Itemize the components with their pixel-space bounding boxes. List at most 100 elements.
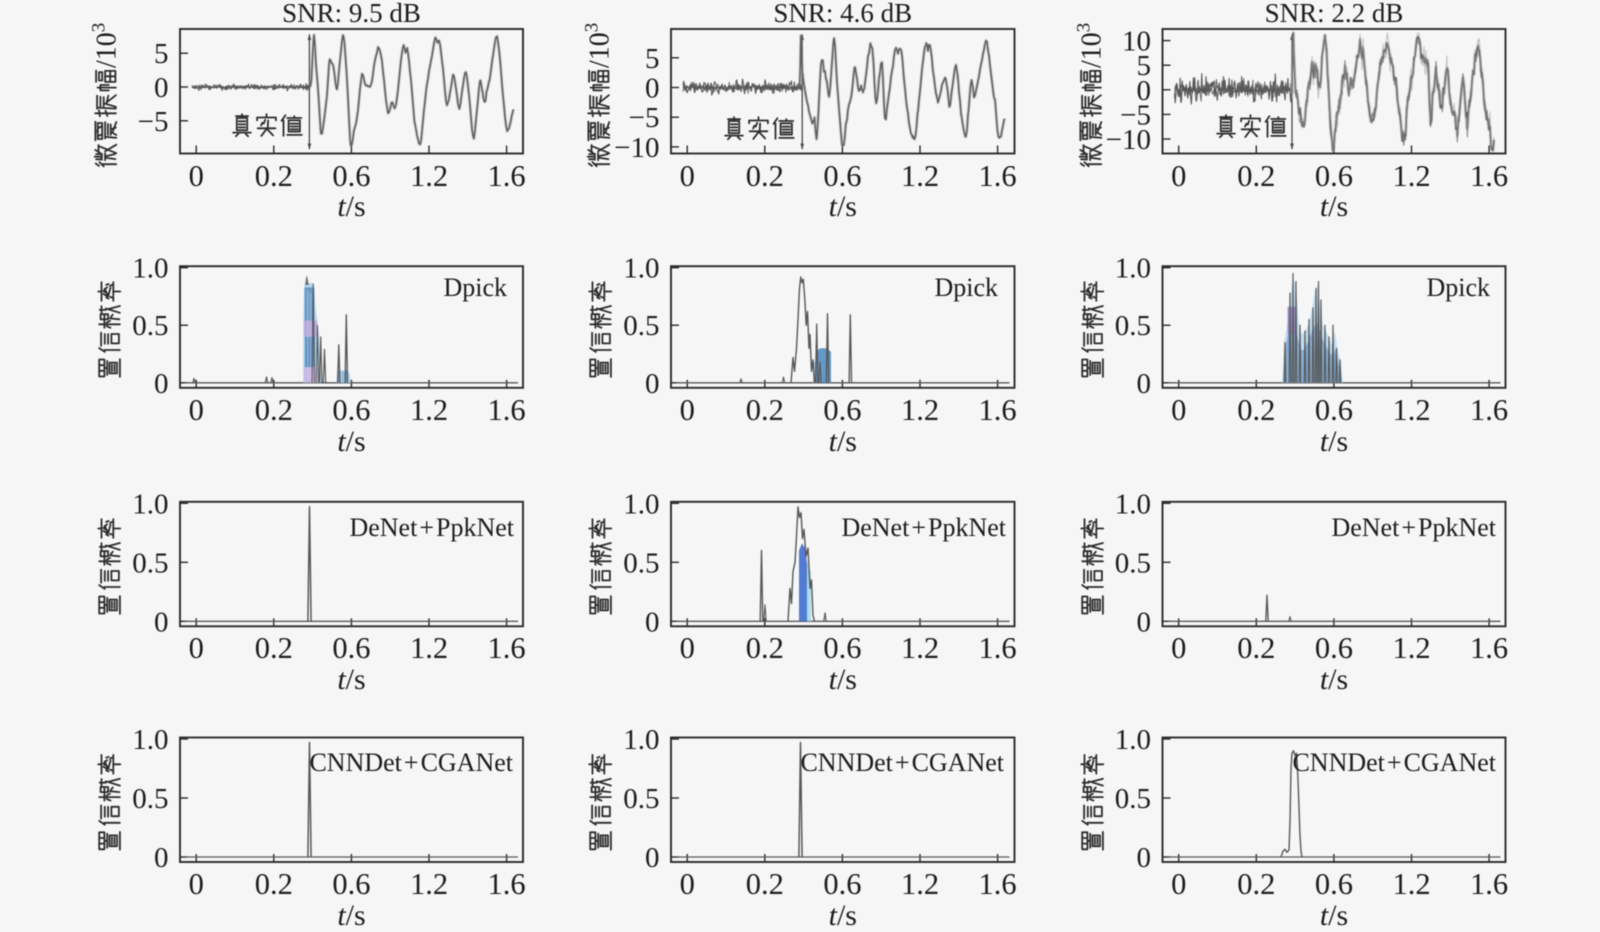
svg-text:0.6: 0.6 (1315, 393, 1353, 427)
svg-text:CNNDet+CGANet: CNNDet+CGANet (1292, 748, 1496, 777)
svg-text:t/s: t/s (337, 190, 365, 223)
svg-text:0: 0 (680, 159, 695, 193)
svg-text:t/s: t/s (1320, 425, 1348, 458)
svg-text:1.2: 1.2 (1392, 631, 1430, 665)
svg-text:SNR: 9.5 dB: SNR: 9.5 dB (282, 0, 421, 28)
svg-text:CNNDet+CGANet: CNNDet+CGANet (309, 748, 513, 777)
svg-text:1.2: 1.2 (410, 867, 448, 901)
svg-text:1.6: 1.6 (1470, 393, 1508, 427)
svg-text:1.0: 1.0 (1115, 724, 1151, 756)
svg-text:0.6: 0.6 (823, 867, 861, 901)
svg-text:t/s: t/s (337, 425, 365, 458)
svg-text:0.2: 0.2 (255, 393, 293, 427)
svg-text:0.6: 0.6 (332, 631, 370, 665)
svg-text:1.6: 1.6 (979, 393, 1017, 427)
svg-text:0.5: 0.5 (623, 310, 659, 342)
svg-text:5: 5 (1137, 50, 1152, 82)
svg-text:0.6: 0.6 (1315, 867, 1353, 901)
svg-text:1.0: 1.0 (623, 488, 659, 520)
svg-text:1.2: 1.2 (1392, 393, 1430, 427)
svg-text:SNR: 2.2 dB: SNR: 2.2 dB (1265, 0, 1404, 28)
svg-text:0: 0 (189, 867, 204, 901)
svg-text:0.5: 0.5 (132, 547, 168, 579)
svg-text:1.2: 1.2 (410, 159, 448, 193)
svg-text:0.6: 0.6 (332, 867, 370, 901)
svg-text:0: 0 (1171, 867, 1186, 901)
svg-text:t/s: t/s (1320, 190, 1348, 223)
svg-text:0.6: 0.6 (823, 631, 861, 665)
svg-text:t/s: t/s (829, 190, 857, 223)
svg-text:0.2: 0.2 (1237, 867, 1275, 901)
svg-text:0.2: 0.2 (746, 631, 784, 665)
svg-text:0: 0 (680, 631, 695, 665)
svg-text:0: 0 (680, 393, 695, 427)
svg-text:1.2: 1.2 (901, 631, 939, 665)
svg-text:−10: −10 (1106, 124, 1151, 156)
svg-text:−5: −5 (629, 102, 660, 134)
svg-text:0.5: 0.5 (623, 547, 659, 579)
svg-text:t/s: t/s (1320, 663, 1348, 696)
svg-text:−10: −10 (614, 132, 659, 164)
svg-text:0.5: 0.5 (1115, 310, 1151, 342)
svg-text:0: 0 (189, 631, 204, 665)
svg-text:5: 5 (645, 43, 660, 75)
svg-text:0: 0 (154, 72, 169, 104)
svg-text:t/s: t/s (829, 899, 857, 932)
svg-text:1.6: 1.6 (488, 393, 526, 427)
svg-text:1.2: 1.2 (901, 159, 939, 193)
svg-text:0: 0 (154, 368, 169, 400)
svg-text:1.0: 1.0 (623, 724, 659, 756)
svg-text:0: 0 (189, 159, 204, 193)
svg-text:1.0: 1.0 (132, 488, 168, 520)
svg-text:t/s: t/s (337, 663, 365, 696)
svg-text:−5: −5 (1120, 99, 1151, 131)
svg-text:1.0: 1.0 (1115, 488, 1151, 520)
svg-text:1.0: 1.0 (132, 724, 168, 756)
svg-text:0.2: 0.2 (1237, 393, 1275, 427)
svg-text:1.6: 1.6 (1470, 159, 1508, 193)
svg-text:0: 0 (645, 842, 660, 874)
svg-text:0.5: 0.5 (1115, 783, 1151, 815)
svg-text:0: 0 (680, 867, 695, 901)
svg-text:0: 0 (154, 606, 169, 638)
svg-text:1.0: 1.0 (1115, 253, 1151, 285)
svg-text:1.0: 1.0 (132, 253, 168, 285)
svg-text:Dpick: Dpick (934, 273, 998, 302)
svg-text:0: 0 (1137, 842, 1152, 874)
svg-text:0: 0 (189, 393, 204, 427)
svg-text:0: 0 (154, 842, 169, 874)
svg-text:0: 0 (1137, 368, 1152, 400)
svg-text:1.6: 1.6 (488, 631, 526, 665)
svg-text:1.6: 1.6 (979, 631, 1017, 665)
svg-text:1.2: 1.2 (901, 393, 939, 427)
svg-text:0.5: 0.5 (623, 783, 659, 815)
svg-text:0.2: 0.2 (746, 159, 784, 193)
svg-text:1.2: 1.2 (1392, 867, 1430, 901)
svg-text:0.6: 0.6 (823, 393, 861, 427)
svg-text:1.6: 1.6 (488, 867, 526, 901)
svg-text:10: 10 (1122, 26, 1151, 58)
svg-text:−5: −5 (138, 106, 169, 138)
svg-text:0.6: 0.6 (332, 393, 370, 427)
svg-text:0: 0 (645, 368, 660, 400)
svg-text:0.6: 0.6 (1315, 159, 1353, 193)
svg-text:0.2: 0.2 (255, 159, 293, 193)
svg-text:0.2: 0.2 (1237, 159, 1275, 193)
svg-text:0.6: 0.6 (332, 159, 370, 193)
svg-text:DeNet+PpkNet: DeNet+PpkNet (349, 513, 514, 542)
svg-text:0.2: 0.2 (1237, 631, 1275, 665)
svg-text:Dpick: Dpick (1426, 273, 1490, 302)
svg-text:0: 0 (1171, 631, 1186, 665)
svg-text:1.2: 1.2 (1392, 159, 1430, 193)
svg-text:0.2: 0.2 (255, 867, 293, 901)
svg-text:t/s: t/s (1320, 899, 1348, 932)
svg-text:t/s: t/s (337, 899, 365, 932)
svg-text:0: 0 (1137, 606, 1152, 638)
svg-text:0.2: 0.2 (746, 867, 784, 901)
svg-text:t/s: t/s (829, 663, 857, 696)
svg-text:1.6: 1.6 (979, 159, 1017, 193)
svg-text:Dpick: Dpick (443, 273, 507, 302)
svg-text:1.2: 1.2 (901, 867, 939, 901)
svg-text:0: 0 (1171, 393, 1186, 427)
svg-text:1.0: 1.0 (623, 253, 659, 285)
